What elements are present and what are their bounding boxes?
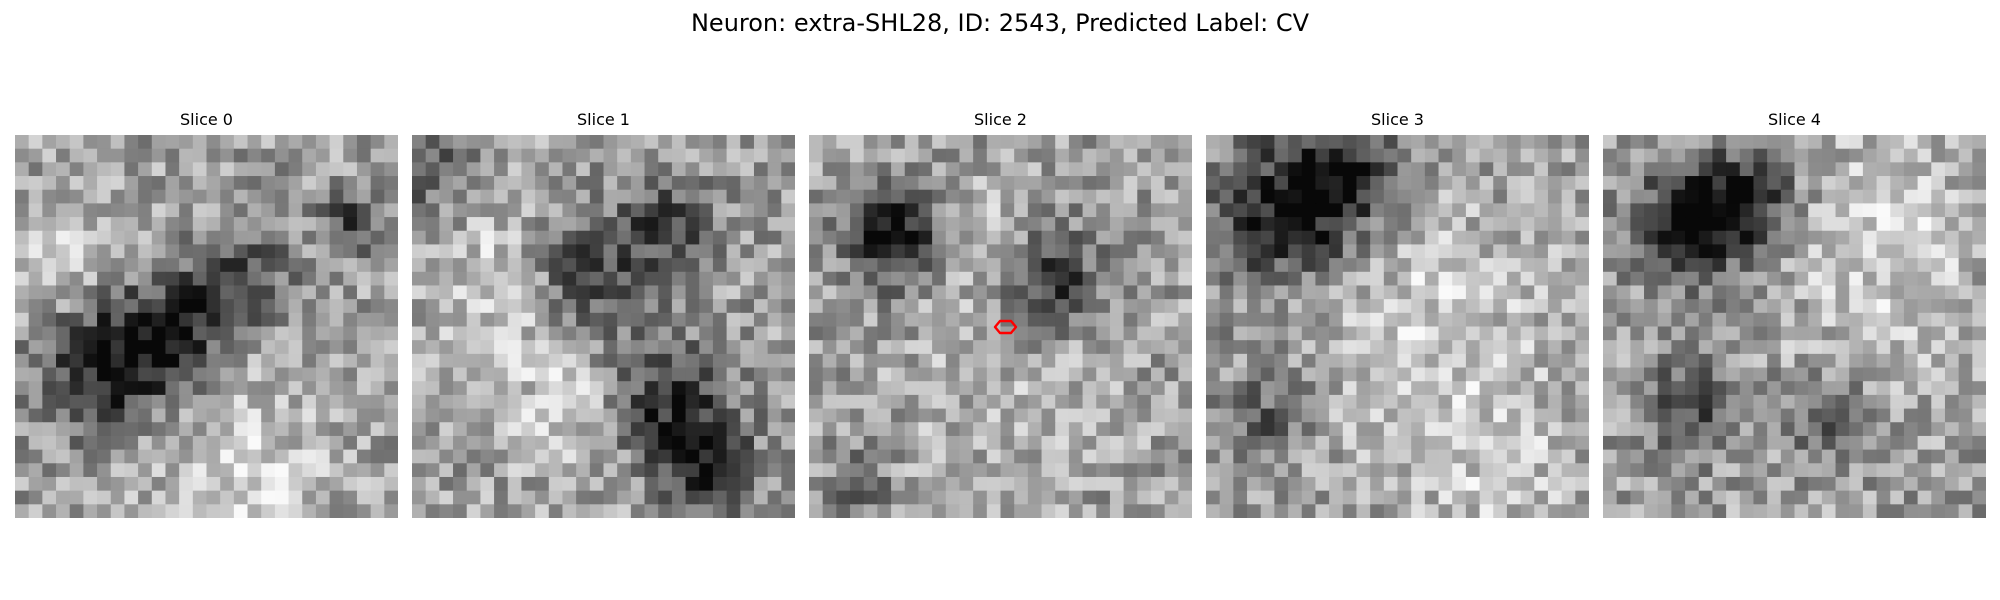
slice-title-0: Slice 0 bbox=[180, 110, 233, 129]
slice-title-1: Slice 1 bbox=[577, 110, 630, 129]
slice-image-2 bbox=[809, 135, 1192, 518]
slice-title-2: Slice 2 bbox=[974, 110, 1027, 129]
slice-image-4 bbox=[1603, 135, 1986, 518]
slice-image-1 bbox=[412, 135, 795, 518]
neuron-outline-marker bbox=[993, 319, 1018, 335]
slice-title-4: Slice 4 bbox=[1768, 110, 1821, 129]
slice-image-0 bbox=[15, 135, 398, 518]
figure-title: Neuron: extra-SHL28, ID: 2543, Predicted… bbox=[690, 9, 1310, 37]
slice-image-3 bbox=[1206, 135, 1589, 518]
slice-title-3: Slice 3 bbox=[1371, 110, 1424, 129]
